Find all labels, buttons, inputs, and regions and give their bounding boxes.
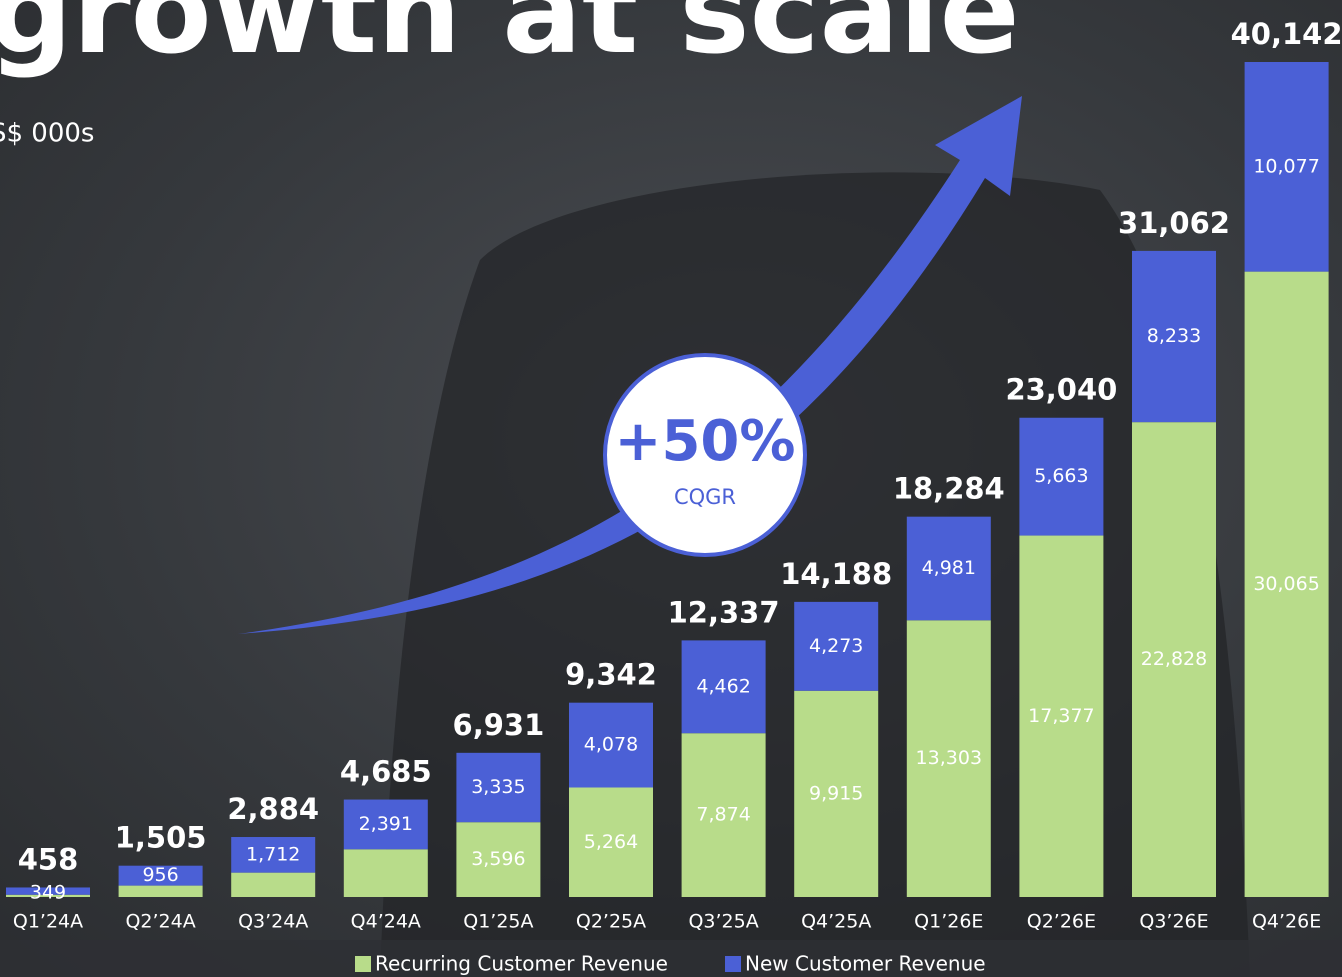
total-label: 6,931: [453, 708, 545, 742]
segment-label: 4,273: [809, 635, 863, 657]
total-label: 4,685: [340, 755, 432, 789]
bar-segment: [1244, 62, 1329, 272]
x-tick-label: Q1’26E: [914, 911, 983, 933]
x-tick-label: Q4’24A: [351, 911, 421, 933]
bar-segment: [6, 894, 90, 897]
bar-segment: [906, 516, 991, 621]
growth-arrow: [238, 96, 1022, 634]
bar-segment: [569, 787, 653, 897]
segment-label: 17,377: [1028, 705, 1094, 727]
segment-label: 1,712: [246, 843, 300, 865]
bar-segment: [6, 887, 90, 895]
x-tick-label: Q3’26E: [1139, 911, 1208, 933]
bar-segment: [681, 640, 766, 734]
bar-segment: [794, 601, 879, 691]
cqgr-label: CQGR: [674, 485, 736, 509]
legend-swatch: [355, 956, 371, 972]
bar-segment: [343, 849, 428, 897]
total-label: 12,337: [668, 595, 780, 629]
x-tick-label: Q1’24A: [13, 911, 83, 933]
segment-label: 4,981: [922, 557, 976, 579]
bar-segment: [906, 620, 991, 897]
x-tick-label: Q2’25A: [576, 911, 646, 933]
x-tick-label: Q4’25A: [801, 911, 871, 933]
x-tick-label: Q2’26E: [1027, 911, 1096, 933]
segment-label: 3,596: [471, 848, 525, 870]
segment-label: 4,462: [696, 675, 750, 697]
segment-label: 5,264: [584, 831, 638, 853]
bar-segment: [681, 733, 766, 897]
segment-label: 4,078: [584, 734, 638, 756]
bar-segment: [118, 885, 203, 897]
total-label: 1,505: [115, 821, 207, 855]
title: growth at scale: [0, 0, 1020, 80]
bar-segment: [456, 752, 541, 823]
bar-segment: [118, 865, 203, 886]
cqgr-badge: [603, 353, 807, 557]
bar-segment: [343, 799, 428, 850]
total-label: 18,284: [893, 472, 1005, 506]
total-label: 40,142: [1231, 17, 1342, 51]
legend-swatch: [725, 956, 741, 972]
bar-segment: [569, 702, 653, 788]
legend-band: [0, 940, 1342, 977]
segment-label: 9,915: [809, 782, 863, 804]
bar-segment: [1132, 250, 1216, 423]
segment-label: 30,065: [1253, 573, 1319, 595]
total-label: 2,884: [227, 792, 319, 826]
bar-segment: [456, 822, 541, 897]
cqgr-value: +50%: [615, 409, 796, 474]
bar-segment: [1132, 422, 1216, 897]
bar-segment: [794, 690, 879, 897]
legend-label: New Customer Revenue: [745, 952, 986, 976]
segment-label: 13,303: [916, 747, 982, 769]
total-label: 9,342: [565, 658, 657, 692]
bar-segment: [1244, 271, 1329, 897]
bar-segment: [231, 872, 316, 897]
total-label: 23,040: [1005, 373, 1117, 407]
segment-label: 2,391: [359, 813, 413, 835]
subtitle: S$ 000s: [0, 119, 94, 149]
segment-label: 956: [142, 864, 178, 886]
bar-segment: [1019, 535, 1104, 897]
bar-segment: [231, 837, 316, 873]
segment-label: 3,335: [471, 776, 525, 798]
total-label: 458: [18, 842, 79, 876]
segment-label: 349: [30, 882, 66, 904]
segment-label: 8,233: [1147, 325, 1201, 347]
segment-label: 22,828: [1141, 648, 1207, 670]
x-tick-label: Q1’25A: [463, 911, 533, 933]
total-label: 31,062: [1118, 206, 1230, 240]
legend-label: Recurring Customer Revenue: [375, 952, 668, 976]
x-tick-label: Q2’24A: [125, 911, 195, 933]
total-label: 14,188: [780, 557, 892, 591]
x-tick-label: Q4’26E: [1252, 911, 1321, 933]
x-tick-label: Q3’24A: [238, 911, 308, 933]
segment-label: 10,077: [1253, 155, 1319, 177]
bar-segment: [1019, 417, 1104, 536]
segment-label: 7,874: [696, 804, 750, 826]
segment-label: 5,663: [1034, 465, 1088, 487]
x-tick-label: Q3’25A: [688, 911, 758, 933]
